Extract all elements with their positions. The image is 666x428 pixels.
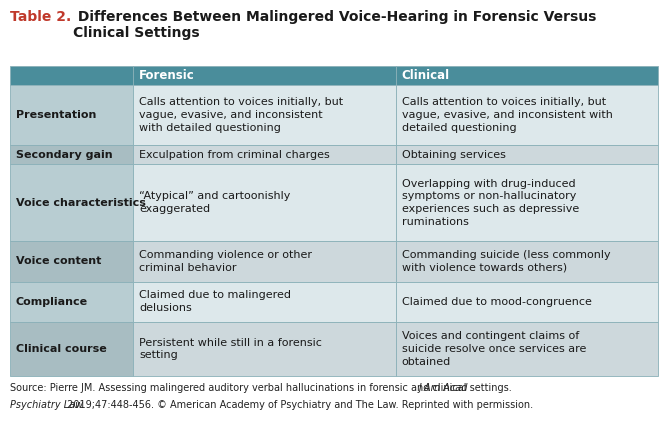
Text: Commanding violence or other
criminal behavior: Commanding violence or other criminal be… [139, 250, 312, 273]
Text: Obtaining services: Obtaining services [402, 149, 505, 160]
Text: Claimed due to mood-congruence: Claimed due to mood-congruence [402, 297, 591, 307]
Text: Commanding suicide (less commonly
with violence towards others): Commanding suicide (less commonly with v… [402, 250, 610, 273]
Text: Secondary gain: Secondary gain [16, 149, 113, 160]
Text: Persistent while still in a forensic
setting: Persistent while still in a forensic set… [139, 338, 322, 360]
Bar [133, 66, 396, 85]
Text: Psychiatry Law: Psychiatry Law [10, 401, 83, 410]
Text: Compliance: Compliance [16, 297, 88, 307]
Bar [396, 241, 658, 282]
Bar [10, 241, 133, 282]
Text: Source: Pierre JM. Assessing malingered auditory verbal hallucinations in forens: Source: Pierre JM. Assessing malingered … [10, 383, 515, 393]
Text: Voice characteristics: Voice characteristics [16, 198, 146, 208]
Bar [10, 164, 133, 241]
Text: 2019;47:448-456. © American Academy of Psychiatry and The Law. Reprinted with pe: 2019;47:448-456. © American Academy of P… [64, 401, 533, 410]
Text: Forensic: Forensic [139, 69, 195, 82]
Bar [133, 145, 396, 164]
Text: Claimed due to malingered
delusions: Claimed due to malingered delusions [139, 291, 291, 313]
Text: “Atypical” and cartoonishly
exaggerated: “Atypical” and cartoonishly exaggerated [139, 191, 290, 214]
Text: Presentation: Presentation [16, 110, 97, 120]
Bar [133, 164, 396, 241]
Bar [133, 85, 396, 145]
Text: Clinical course: Clinical course [16, 344, 107, 354]
Bar [133, 322, 396, 376]
Bar [10, 66, 133, 85]
Bar [396, 66, 658, 85]
Bar [133, 282, 396, 322]
Bar [10, 85, 133, 145]
Text: Exculpation from criminal charges: Exculpation from criminal charges [139, 149, 330, 160]
Bar [10, 282, 133, 322]
Text: Table 2.: Table 2. [10, 10, 71, 24]
Text: Overlapping with drug-induced
symptoms or non-hallucinatory
experiences such as : Overlapping with drug-induced symptoms o… [402, 178, 579, 227]
Text: Calls attention to voices initially, but
vague, evasive, and inconsistent
with d: Calls attention to voices initially, but… [139, 97, 343, 133]
Bar [133, 241, 396, 282]
Bar [396, 145, 658, 164]
Bar [396, 85, 658, 145]
Text: Calls attention to voices initially, but
vague, evasive, and inconsistent with
d: Calls attention to voices initially, but… [402, 97, 613, 133]
Bar [10, 322, 133, 376]
Text: Differences Between Malingered Voice-Hearing in Forensic Versus
Clinical Setting: Differences Between Malingered Voice-Hea… [73, 10, 596, 40]
Text: Clinical: Clinical [402, 69, 450, 82]
Text: Voices and contingent claims of
suicide resolve once services are
obtained: Voices and contingent claims of suicide … [402, 331, 586, 367]
Bar [396, 322, 658, 376]
Bar [396, 164, 658, 241]
Bar [10, 145, 133, 164]
Bar [396, 282, 658, 322]
Text: Voice content: Voice content [16, 256, 101, 267]
Text: J Am Acad: J Am Acad [418, 383, 468, 393]
